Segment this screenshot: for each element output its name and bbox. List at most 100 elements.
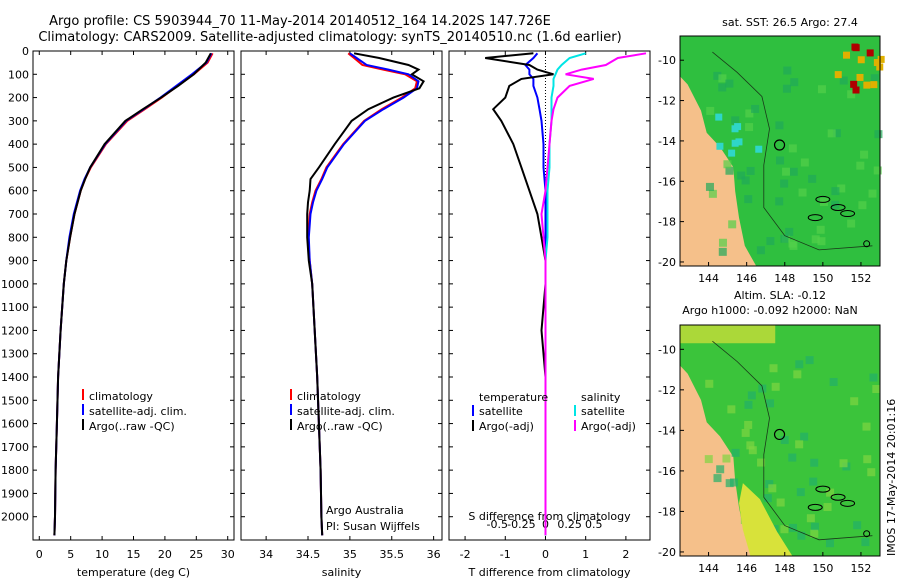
sst-warm-cell [866, 49, 874, 57]
sla_map-cell [780, 436, 789, 445]
sst-warm-cell [843, 51, 851, 59]
temperature-legend-label: satellite-adj. clim. [89, 405, 187, 418]
sst_map-cell [847, 90, 856, 99]
sst_map-cell [870, 74, 879, 83]
sla_map-cell [795, 360, 804, 369]
sla_map-cell [869, 373, 878, 382]
temperature-xtick-label: 25 [189, 548, 203, 561]
sla_map-cell [810, 529, 819, 538]
sla_map-lat-label: -12 [658, 384, 676, 397]
sla_map-cell [810, 458, 819, 467]
sla_map-cell [863, 455, 872, 464]
sst_map-cell [817, 237, 826, 246]
temperature-xtick-label: 5 [67, 548, 74, 561]
climatology-title: Climatology: CARS2009. Satellite-adjuste… [38, 30, 622, 45]
salinity-legend-label: Argo(..raw -QC) [297, 420, 383, 433]
sst_map-lon-label: 146 [736, 272, 757, 285]
sst-cool-cell [731, 139, 739, 147]
sla_map-cell [771, 382, 780, 391]
temperature-xtick-label: 10 [95, 548, 109, 561]
sla_map-cell [867, 468, 876, 477]
sst_map-cell [816, 225, 825, 234]
sla_map-cell [806, 514, 815, 523]
sla_map-lon-label: 152 [850, 562, 871, 575]
sst-warm-cell [863, 81, 871, 89]
sla_map-argo-marker [773, 428, 786, 441]
depth-tick-label: 1500 [1, 394, 29, 407]
sla_map-lat-label: -20 [658, 546, 676, 559]
sla-map-subtitle: Argo h1000: -0.092 h2000: NaN [682, 304, 858, 317]
sla_map-reef-outline [840, 499, 856, 507]
legend-temperature-label: satellite [479, 405, 523, 418]
s-diff-tick-label: 0.25 [557, 518, 582, 531]
sst_map-cell [837, 184, 846, 193]
sla-map-title: Altim. SLA: -0.12 [734, 289, 826, 302]
sst_map-lat-label: -12 [658, 95, 676, 108]
sst-map-title: sat. SST: 26.5 Argo: 27.4 [722, 16, 858, 29]
depth-tick-label: 100 [8, 68, 29, 81]
s-diff-tick-label: -0.25 [507, 518, 535, 531]
sst_map-lon-label: 152 [850, 272, 871, 285]
sst_map-cell [766, 237, 775, 246]
sst-warm-cell [850, 80, 858, 88]
sst_map-cell [874, 130, 883, 139]
depth-tick-label: 1400 [1, 371, 29, 384]
sst_map-reef-outline [830, 203, 846, 211]
salinity-xtick-label: 35 [343, 548, 357, 561]
sla_map-cell [797, 531, 806, 540]
s-diff-axis-label: S difference from climatology [468, 510, 631, 523]
sla_map-cell [727, 405, 736, 414]
salinity-xtick-label: 34.5 [296, 548, 321, 561]
sst_map-cell [723, 160, 732, 169]
difference-series-3 [540, 52, 647, 536]
sst_map-cell [746, 166, 755, 175]
depth-tick-label: 1600 [1, 418, 29, 431]
sla_map-reef-outline [807, 503, 823, 511]
sla_map-cell [757, 458, 766, 467]
sla_map-cell [705, 379, 714, 388]
sla_map-cell [823, 503, 832, 512]
sst_map-cell [705, 182, 714, 191]
salinity-xtick-label: 34 [259, 548, 273, 561]
depth-tick-label: 900 [8, 255, 29, 268]
sst_map-cell [783, 66, 792, 75]
sla_map-cell [861, 538, 870, 547]
sla_map-cell [704, 455, 713, 464]
sst_map-cell [827, 129, 836, 138]
sla_map-cell [862, 422, 871, 431]
sla_map-cell [809, 477, 818, 486]
sla_map-lon-label: 148 [774, 562, 795, 575]
sst_map-cell [839, 76, 848, 85]
sst_map-lat-label: -20 [658, 256, 676, 269]
sla_map-cell [763, 494, 772, 503]
depth-tick-label: 400 [8, 138, 29, 151]
depth-tick-label: 700 [8, 208, 29, 221]
temperature-axes-frame [32, 50, 235, 541]
sst_map-cell [832, 129, 841, 138]
sst_map-cell [745, 109, 754, 118]
sla_map-cell [795, 440, 804, 449]
sst_map-secondary-marker [863, 240, 871, 248]
sla_map-cell [729, 478, 738, 487]
depth-tick-label: 1100 [1, 301, 29, 314]
sla_map-cell [765, 480, 774, 489]
difference-xtick-label: -2 [460, 548, 471, 561]
salinity-xtick-label: 35.5 [380, 548, 405, 561]
sst_map-cell [756, 246, 765, 255]
salinity-legend-label: satellite-adj. clim. [297, 405, 395, 418]
difference-xtick-label: -1 [500, 548, 511, 561]
sst-warm-cell [870, 81, 878, 89]
sst_map-reef-outline [840, 210, 856, 218]
salinity-legend-label: climatology [297, 390, 361, 403]
legend-salinity-title: salinity [581, 391, 621, 404]
sst_map-cell [831, 187, 840, 196]
sla_map-cell [796, 488, 805, 497]
sst_map-cell [745, 123, 754, 132]
temperature-series-2 [53, 52, 212, 536]
legend-temperature-label: Argo(-adj) [479, 420, 534, 433]
sla_map-depth-contour [712, 340, 873, 541]
legend-temperature-title: temperature [479, 391, 548, 404]
sst-cool-cell [728, 149, 736, 157]
sst_map-cell [744, 195, 753, 204]
